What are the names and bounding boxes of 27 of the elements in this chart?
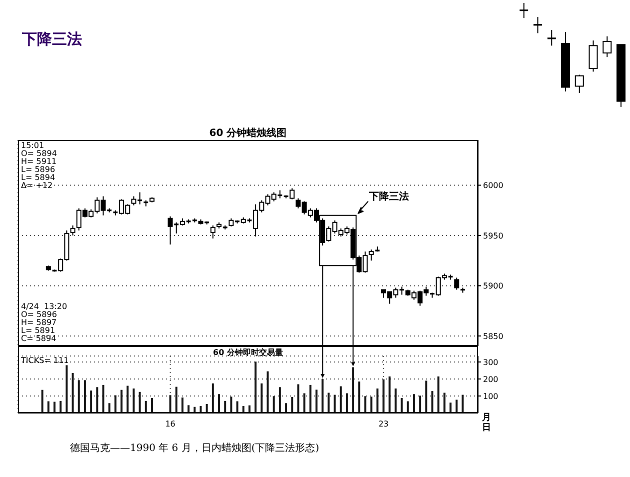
annotation: Δ= +12 — [21, 181, 53, 190]
y-tick-label: 300 — [483, 358, 498, 367]
annotation: L= 5891 — [21, 326, 56, 335]
chart-title: 下降三法 — [22, 30, 82, 49]
x-tick-label: 23 — [378, 420, 389, 429]
annotation: 4/24 13:20 — [21, 302, 68, 311]
annotation: TICKS= 111 — [21, 356, 69, 365]
annotation: O= 5894 — [21, 149, 57, 158]
annotation: L= 5896 — [21, 165, 56, 174]
annotation: H= 5897 — [21, 318, 57, 327]
annotation: C= 5894 — [21, 334, 56, 343]
annotation: L= 5894 — [21, 173, 56, 182]
y-tick-label: 100 — [483, 392, 498, 401]
annotation: 下降三法 — [368, 190, 410, 202]
x-tick-label: 16 — [165, 420, 176, 429]
annotation: H= 5911 — [21, 157, 57, 166]
y-tick-label: 6000 — [483, 181, 504, 190]
y-tick-label: 5900 — [483, 282, 504, 291]
y-tick-label: 200 — [483, 374, 498, 384]
chart-subtitle: 60 分钟蜡烛线图 — [208, 126, 288, 140]
x-axis-title: 月日 — [482, 413, 492, 433]
chart-title: 60 分钟即时交易量 — [213, 348, 283, 357]
y-tick-label: 5850 — [483, 332, 504, 341]
y-tick-label: 5950 — [483, 231, 504, 240]
annotation: O= 5896 — [21, 310, 57, 319]
text: 德国马克——1990 年 6 月，日内蜡烛图(下降三法形态) — [70, 442, 320, 455]
annotation: 15:01 — [21, 141, 44, 150]
